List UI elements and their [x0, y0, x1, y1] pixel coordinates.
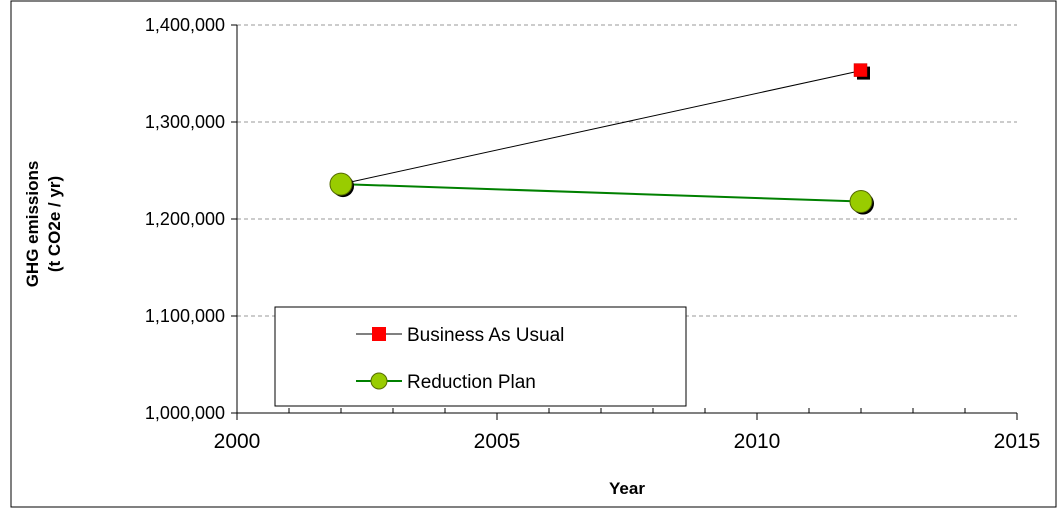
chart-area-border	[10, 0, 1057, 508]
y-axis-title-line-1: GHG emissions	[23, 161, 42, 288]
data-point-circle	[329, 172, 353, 196]
tick-labels: 1,000,000 1,100,000 1,200,000 1,300,000 1,40…	[145, 15, 1040, 453]
series-line-circle	[340, 183, 862, 203]
series-line-square	[340, 70, 862, 185]
legend-box	[274, 306, 687, 407]
y-axis-title-line-2: (t CO2e / yr)	[45, 176, 64, 272]
y-tick-label: 1,000,000	[145, 403, 225, 423]
series-layer	[329, 63, 874, 215]
legend-label: Reduction Plan	[407, 372, 536, 393]
y-tick-label: 1,400,000	[145, 15, 225, 35]
legend-swatch-square	[372, 327, 386, 341]
y-tick-label: 1,200,000	[145, 209, 225, 229]
y-tick-label: 1,100,000	[145, 306, 225, 326]
x-tick-label: 2015	[994, 430, 1041, 453]
legend-swatch-circle	[370, 372, 388, 390]
x-tick-label: 2010	[734, 430, 781, 453]
data-point-circle	[849, 190, 873, 214]
axes	[231, 24, 1018, 420]
legend: Business As Usual Reduction Plan	[274, 306, 687, 407]
data-point-square	[853, 63, 868, 77]
x-axis-title: Year	[609, 479, 645, 498]
legend-label: Business As Usual	[407, 325, 564, 346]
x-tick-label: 2000	[214, 430, 261, 453]
y-tick-label: 1,300,000	[145, 112, 225, 132]
x-tick-label: 2005	[474, 430, 521, 453]
